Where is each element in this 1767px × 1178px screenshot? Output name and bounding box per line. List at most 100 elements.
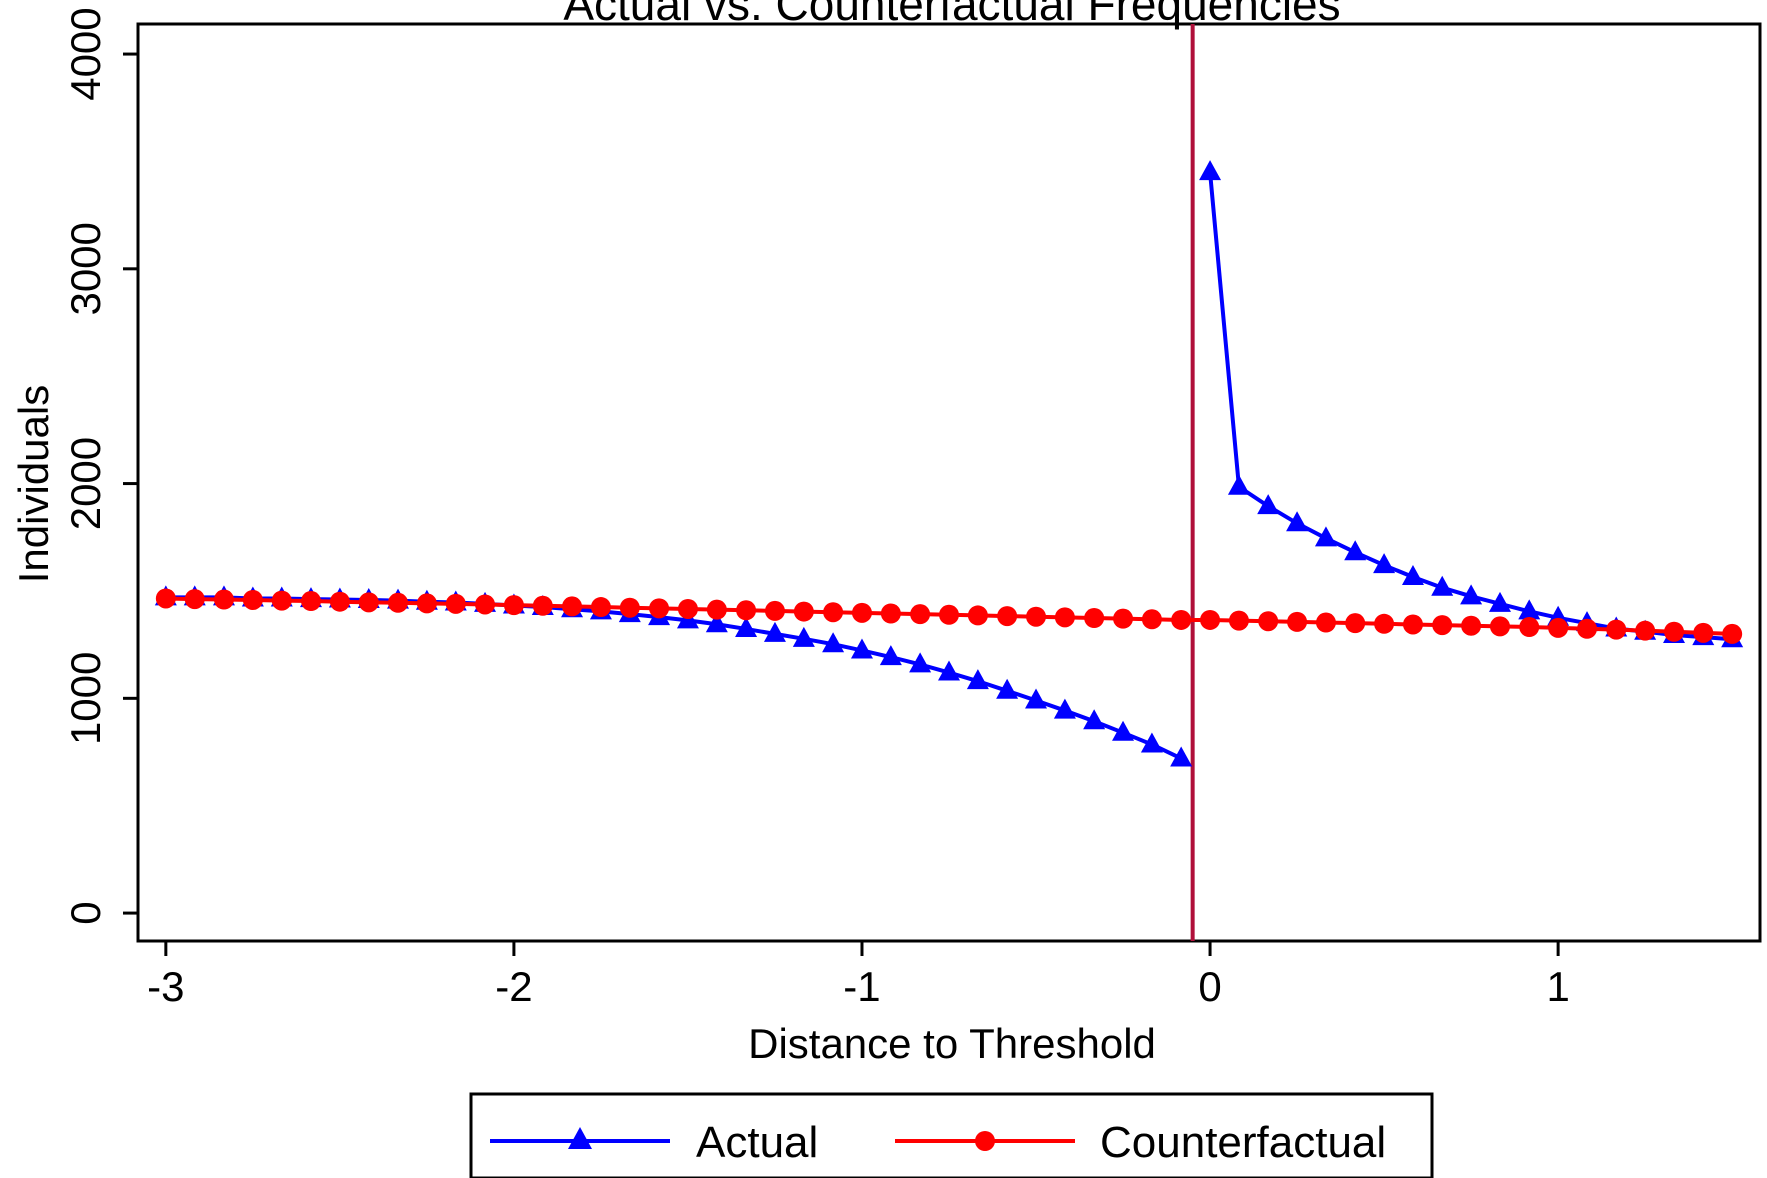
legend-actual-label: Actual <box>696 1118 818 1167</box>
data-point <box>910 604 931 625</box>
data-point <box>1577 618 1598 639</box>
data-point <box>1519 617 1540 638</box>
data-point <box>822 632 845 653</box>
data-point <box>764 600 785 621</box>
series-actual <box>154 160 1744 767</box>
data-point <box>736 600 757 621</box>
data-point <box>909 652 932 673</box>
plot-area <box>136 22 1762 943</box>
data-point <box>879 645 902 666</box>
data-point <box>1258 611 1279 632</box>
data-point <box>1518 599 1541 620</box>
data-point <box>850 638 873 659</box>
data-point <box>590 597 611 618</box>
data-point <box>271 590 292 611</box>
x-axis: -3 -2 -1 0 1 <box>147 941 1570 1010</box>
data-point <box>329 591 350 612</box>
data-point <box>1084 608 1105 629</box>
data-point <box>677 598 698 619</box>
data-point <box>1053 698 1076 719</box>
y-tick-label: 0 <box>62 901 109 924</box>
data-point <box>706 599 727 620</box>
x-axis-label: Distance to Threshold <box>748 1020 1156 1067</box>
data-point <box>213 589 234 610</box>
y-tick-label: 3000 <box>62 222 109 315</box>
data-point <box>1664 621 1685 642</box>
data-point <box>1460 584 1483 605</box>
x-tick-label: 0 <box>1198 963 1221 1010</box>
series-counterfactual <box>155 588 1743 644</box>
data-point <box>1401 564 1424 585</box>
data-point <box>1693 622 1714 643</box>
data-point <box>966 669 989 690</box>
data-point <box>1286 511 1309 532</box>
data-point <box>1488 591 1511 612</box>
data-point <box>1140 732 1163 753</box>
legend-box <box>469 1092 1434 1178</box>
series-line <box>1208 171 1733 642</box>
x-tick-label: -1 <box>843 963 880 1010</box>
data-point <box>705 612 728 633</box>
data-point <box>1200 609 1221 630</box>
data-point <box>967 605 988 626</box>
y-axis: 0 1000 2000 3000 4000 <box>62 7 138 925</box>
legend-counterfactual-label: Counterfactual <box>1100 1118 1386 1167</box>
data-point <box>416 593 437 614</box>
data-point <box>1113 608 1134 629</box>
data-point <box>1344 540 1367 561</box>
data-point <box>445 593 466 614</box>
data-point <box>1402 614 1423 635</box>
data-point <box>939 604 959 625</box>
data-point <box>880 603 901 624</box>
data-point <box>792 626 815 647</box>
data-point <box>532 595 553 616</box>
data-point <box>1287 611 1308 632</box>
data-point <box>1635 620 1656 641</box>
data-point <box>996 678 1019 699</box>
x-tick-label: -3 <box>147 963 184 1010</box>
data-point <box>1026 606 1047 627</box>
data-point <box>851 602 872 623</box>
data-point <box>735 616 758 637</box>
x-tick-label: 1 <box>1546 963 1569 1010</box>
data-point <box>358 592 379 613</box>
y-tick-label: 4000 <box>62 7 109 100</box>
data-point <box>300 591 321 612</box>
data-point <box>1432 615 1453 636</box>
data-point <box>823 602 844 623</box>
data-point <box>1199 160 1222 181</box>
series-layer <box>154 160 1744 767</box>
data-point <box>1374 613 1395 634</box>
legend-actual-marker <box>568 1127 592 1149</box>
data-point <box>1461 615 1482 636</box>
data-point <box>1141 609 1162 630</box>
data-point <box>649 598 670 619</box>
legend: Actual Counterfactual <box>469 1092 1434 1178</box>
data-point <box>562 596 583 617</box>
data-point <box>184 589 205 610</box>
data-point <box>1112 720 1135 741</box>
data-point <box>1083 709 1106 730</box>
data-point <box>388 592 409 613</box>
x-tick-label: -2 <box>495 963 532 1010</box>
data-point <box>503 595 524 616</box>
data-point <box>475 594 496 615</box>
data-point <box>1345 613 1366 634</box>
data-point <box>1314 526 1337 547</box>
chart-title: Actual vs. Counterfactual Frequencies <box>563 0 1340 30</box>
data-point <box>1170 746 1193 767</box>
data-point <box>242 589 263 610</box>
data-point <box>1171 609 1192 630</box>
y-tick-label: 1000 <box>62 652 109 745</box>
data-point <box>1228 610 1249 631</box>
data-point <box>1025 688 1048 709</box>
data-point <box>938 660 960 681</box>
data-point <box>997 606 1018 627</box>
data-point <box>1054 607 1075 628</box>
data-point <box>793 601 814 622</box>
data-point <box>1489 616 1510 637</box>
data-point <box>1315 612 1336 633</box>
y-tick-label: 2000 <box>62 437 109 530</box>
data-point <box>1722 623 1743 644</box>
data-point <box>763 621 786 642</box>
